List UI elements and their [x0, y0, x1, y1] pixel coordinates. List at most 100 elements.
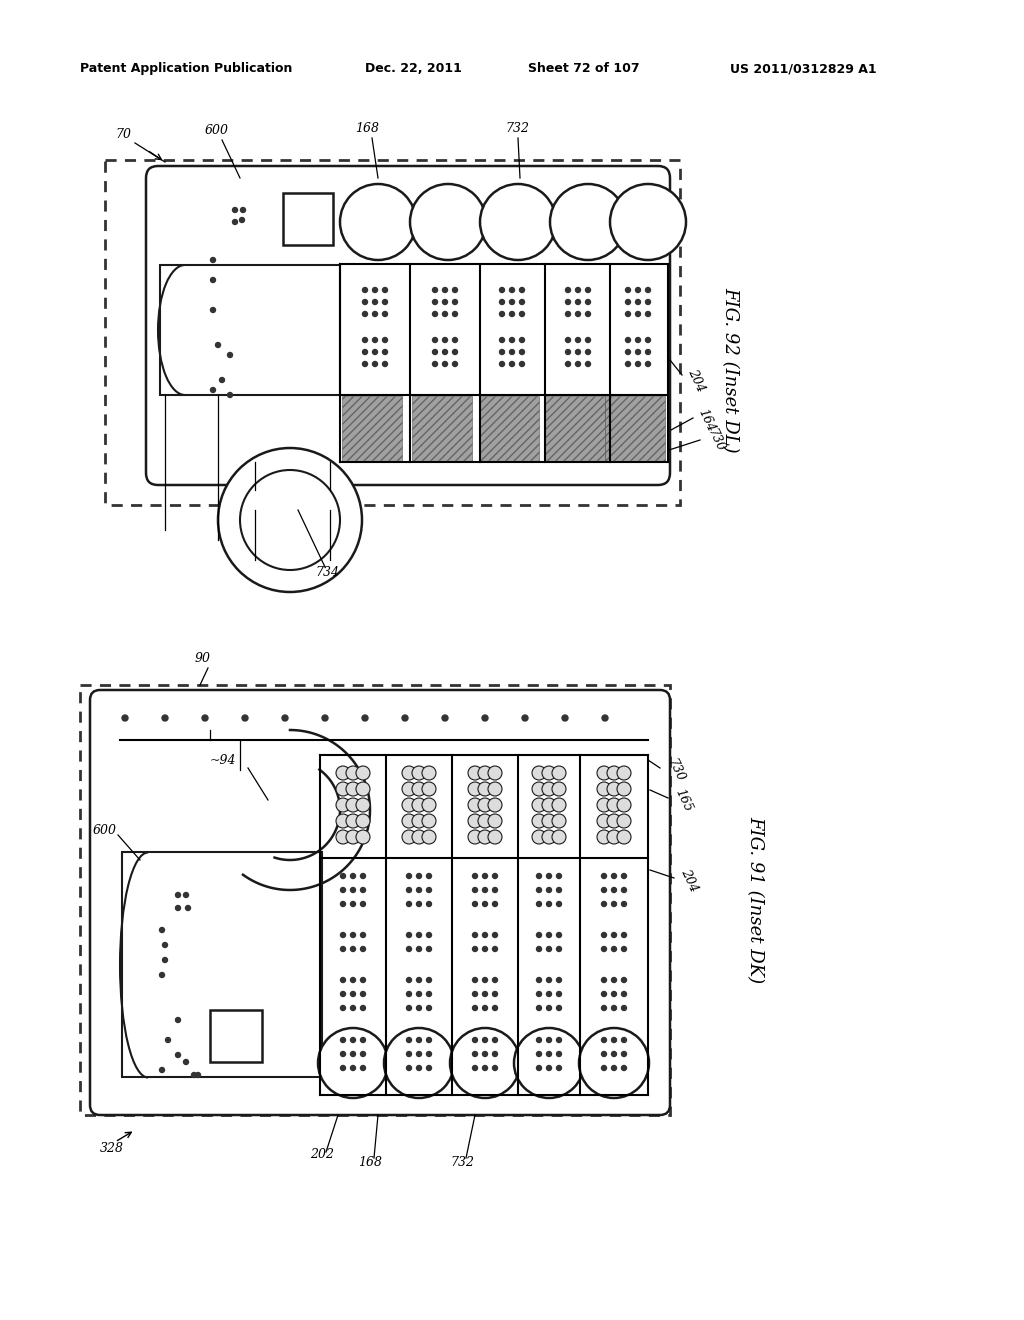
- Circle shape: [417, 946, 422, 952]
- Circle shape: [360, 991, 366, 997]
- Circle shape: [482, 991, 487, 997]
- Circle shape: [586, 312, 591, 317]
- Circle shape: [556, 932, 561, 937]
- Circle shape: [432, 300, 437, 305]
- Circle shape: [232, 207, 238, 213]
- Circle shape: [346, 814, 360, 828]
- Circle shape: [185, 906, 190, 911]
- Circle shape: [547, 887, 552, 892]
- Text: 734: 734: [315, 565, 339, 578]
- Text: Sheet 72 of 107: Sheet 72 of 107: [528, 62, 640, 75]
- Circle shape: [175, 906, 180, 911]
- Circle shape: [407, 902, 412, 907]
- Text: 168: 168: [358, 1155, 382, 1168]
- Circle shape: [493, 1052, 498, 1056]
- Circle shape: [547, 1038, 552, 1043]
- Circle shape: [645, 362, 650, 367]
- Circle shape: [597, 799, 611, 812]
- Circle shape: [472, 991, 477, 997]
- Circle shape: [402, 814, 416, 828]
- Circle shape: [617, 830, 631, 843]
- Text: 90: 90: [195, 652, 211, 664]
- Circle shape: [468, 814, 482, 828]
- Circle shape: [242, 715, 248, 721]
- Circle shape: [482, 715, 488, 721]
- Circle shape: [472, 1052, 477, 1056]
- Circle shape: [645, 338, 650, 342]
- Text: 730: 730: [705, 426, 727, 454]
- Circle shape: [480, 183, 556, 260]
- Circle shape: [407, 978, 412, 982]
- Circle shape: [407, 874, 412, 879]
- Circle shape: [350, 946, 355, 952]
- Circle shape: [610, 183, 686, 260]
- Circle shape: [547, 1065, 552, 1071]
- Circle shape: [586, 350, 591, 355]
- Circle shape: [556, 946, 561, 952]
- Circle shape: [360, 946, 366, 952]
- Circle shape: [601, 902, 606, 907]
- Circle shape: [432, 362, 437, 367]
- Circle shape: [442, 715, 449, 721]
- Circle shape: [626, 312, 631, 317]
- Circle shape: [383, 338, 387, 342]
- Circle shape: [611, 1052, 616, 1056]
- Circle shape: [175, 1018, 180, 1023]
- Circle shape: [601, 874, 606, 879]
- Circle shape: [472, 1006, 477, 1011]
- Circle shape: [607, 781, 621, 796]
- Circle shape: [493, 946, 498, 952]
- Circle shape: [611, 902, 616, 907]
- Circle shape: [322, 715, 328, 721]
- Circle shape: [601, 1065, 606, 1071]
- Circle shape: [402, 830, 416, 843]
- Circle shape: [407, 1006, 412, 1011]
- Circle shape: [500, 362, 505, 367]
- Circle shape: [341, 1038, 345, 1043]
- Circle shape: [417, 991, 422, 997]
- Circle shape: [432, 288, 437, 293]
- Circle shape: [565, 300, 570, 305]
- Circle shape: [482, 902, 487, 907]
- Bar: [479, 396, 539, 462]
- Circle shape: [565, 362, 570, 367]
- Text: 204: 204: [678, 866, 700, 894]
- Circle shape: [645, 300, 650, 305]
- Circle shape: [601, 991, 606, 997]
- Circle shape: [336, 799, 350, 812]
- Text: 70: 70: [115, 128, 131, 141]
- Bar: [412, 396, 472, 462]
- Circle shape: [542, 799, 556, 812]
- Circle shape: [626, 350, 631, 355]
- Circle shape: [510, 288, 514, 293]
- Circle shape: [482, 1052, 487, 1056]
- Circle shape: [360, 902, 366, 907]
- Circle shape: [601, 1006, 606, 1011]
- Circle shape: [636, 338, 640, 342]
- Circle shape: [626, 338, 631, 342]
- Circle shape: [341, 874, 345, 879]
- Circle shape: [341, 1065, 345, 1071]
- Circle shape: [417, 1052, 422, 1056]
- Circle shape: [219, 378, 224, 383]
- Circle shape: [537, 946, 542, 952]
- Circle shape: [402, 715, 408, 721]
- Circle shape: [336, 814, 350, 828]
- Circle shape: [442, 338, 447, 342]
- Circle shape: [586, 288, 591, 293]
- Circle shape: [597, 781, 611, 796]
- Circle shape: [432, 350, 437, 355]
- Circle shape: [611, 932, 616, 937]
- Circle shape: [162, 715, 168, 721]
- Circle shape: [493, 887, 498, 892]
- Circle shape: [383, 350, 387, 355]
- Bar: [605, 396, 665, 462]
- Circle shape: [442, 288, 447, 293]
- Circle shape: [611, 978, 616, 982]
- Circle shape: [427, 887, 431, 892]
- Circle shape: [383, 362, 387, 367]
- Circle shape: [427, 1038, 431, 1043]
- Bar: [283, 193, 333, 246]
- Circle shape: [556, 887, 561, 892]
- Circle shape: [427, 946, 431, 952]
